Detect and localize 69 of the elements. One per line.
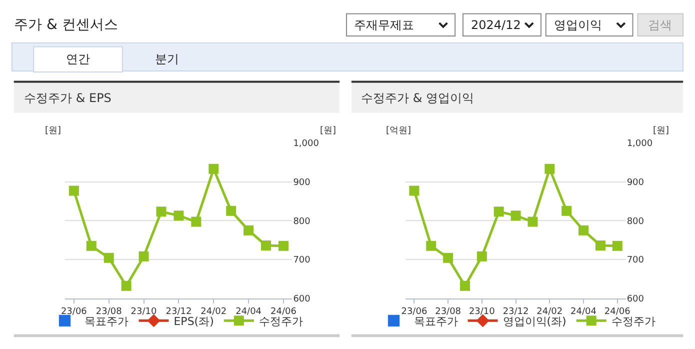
point (578, 225, 589, 236)
point (460, 280, 470, 291)
x-tick-label: 24/04 (236, 307, 262, 318)
x-tick-label: 23/12 (502, 307, 529, 318)
text: 영업이익 (554, 18, 602, 32)
y2-tick-label: 600 (626, 294, 644, 304)
x-tick-label: 24/02 (200, 307, 227, 318)
point (104, 252, 114, 263)
point (409, 186, 420, 196)
y-axis-title: [원] (45, 126, 62, 136)
x-tick-label: 23/12 (166, 307, 192, 318)
point (510, 210, 521, 221)
point (595, 240, 606, 250)
point (476, 251, 487, 262)
point (191, 216, 202, 227)
point (544, 164, 555, 174)
y2-tick-label: 600 (293, 294, 311, 304)
point (208, 164, 219, 174)
legend-label: 목표주가 (84, 314, 129, 328)
point (278, 240, 288, 251)
y2-tick-label: 1,000 (293, 139, 320, 150)
y2-tick-label: 700 (293, 256, 311, 266)
chart-title: 수정주가 & EPS (24, 91, 112, 105)
x-tick-label: 23/08 (435, 307, 462, 318)
text: 검색 (648, 18, 672, 32)
point (562, 206, 572, 216)
x-tick-label: 23/06 (401, 307, 428, 318)
text: 주가 & 컨센서스 (14, 17, 118, 33)
y2-tick-label: 900 (293, 178, 311, 188)
x-tick-label: 23/08 (96, 307, 122, 318)
legend-label: 수정주가 (611, 314, 656, 328)
y-axis-title: [억원] (386, 126, 412, 136)
legend-label: EPS(좌) (174, 314, 214, 328)
point (443, 252, 454, 263)
x-tick-label: 23/10 (130, 307, 158, 318)
point (86, 240, 96, 251)
point (138, 251, 149, 262)
legend-label: 영업이익(좌) (502, 314, 566, 328)
y2-tick-label: 800 (626, 216, 644, 227)
y2-axis-title: [원] (653, 126, 670, 136)
point (226, 206, 236, 216)
text: 주재무제표 (354, 18, 414, 32)
x-tick-label: 23/06 (60, 307, 88, 318)
point (528, 216, 538, 227)
legend-label: 목표주가 (414, 314, 458, 328)
y2-tick-label: 1,000 (626, 139, 653, 150)
text: 연간 (66, 52, 90, 66)
text: 분기 (155, 52, 179, 66)
x-tick-label: 24/06 (270, 307, 297, 318)
x-tick-label: 24/04 (570, 307, 597, 318)
x-tick-label: 23/10 (468, 307, 496, 318)
x-tick-label: 24/06 (604, 307, 631, 318)
chart-title: 수정주가 & 영업이익 (361, 91, 474, 105)
point (68, 186, 79, 196)
legend-label: 수정주가 (258, 314, 303, 328)
y2-tick-label: 800 (293, 216, 311, 227)
point (174, 210, 184, 221)
y2-axis-title: [원] (320, 126, 336, 136)
point (612, 240, 622, 251)
y2-tick-label: 900 (626, 178, 644, 188)
point (156, 206, 166, 217)
point (494, 206, 504, 217)
point (244, 225, 254, 236)
point (261, 240, 272, 250)
y2-tick-label: 700 (626, 256, 644, 266)
point (121, 280, 132, 291)
point (426, 240, 436, 251)
x-tick-label: 24/02 (536, 307, 563, 318)
text: 2024/12 (471, 18, 521, 32)
